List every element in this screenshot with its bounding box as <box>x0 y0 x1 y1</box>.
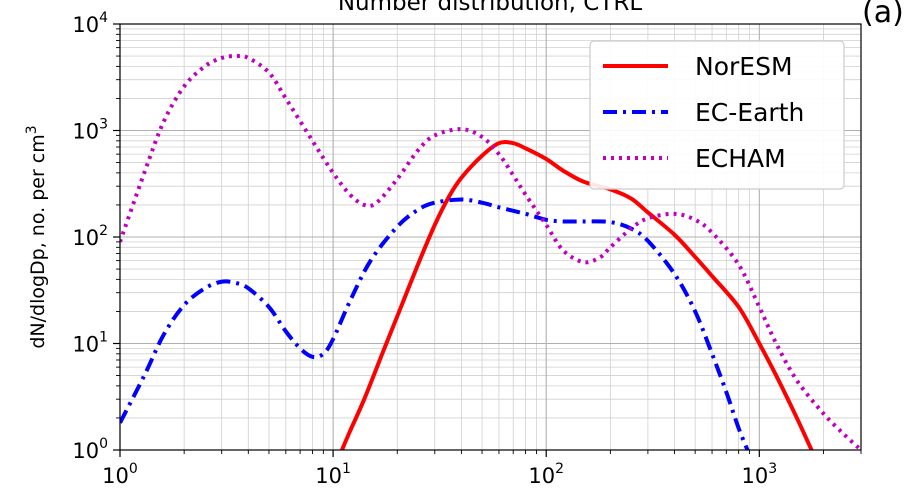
series-line-noresm <box>340 140 814 450</box>
y-tick-label: 101 <box>72 330 108 357</box>
y-tick-base: 10 <box>72 13 99 37</box>
panel-label: (a) <box>862 0 904 30</box>
y-tick-base: 10 <box>72 333 99 357</box>
y-tick-base: 10 <box>72 226 99 250</box>
x-tick-exponent: 0 <box>129 461 138 477</box>
x-tick-base: 10 <box>741 464 768 488</box>
legend: NorESM EC-Earth ECHAM <box>589 40 845 190</box>
x-tick-base: 10 <box>528 464 555 488</box>
x-tick-base: 10 <box>102 464 129 488</box>
x-tick-exponent: 3 <box>768 461 777 477</box>
x-tick-base: 10 <box>315 464 342 488</box>
y-tick-label: 104 <box>72 10 108 37</box>
x-tick-exponent: 1 <box>342 461 351 477</box>
y-tick-exponent: 1 <box>99 330 108 346</box>
y-tick-label: 102 <box>72 223 108 250</box>
y-tick-exponent: 3 <box>99 117 108 133</box>
series-layer <box>120 53 861 450</box>
y-axis-label-superscript: 3 <box>24 125 40 134</box>
y-tick-base: 10 <box>72 120 99 144</box>
y-axis-label-main: dN/dlogDp, no. per cm <box>27 134 49 348</box>
x-tick-exponent: 2 <box>555 461 564 477</box>
y-tick-exponent: 4 <box>99 10 108 26</box>
ticks-layer <box>113 23 862 457</box>
y-tick-label: 100 <box>72 436 108 463</box>
x-tick-label: 101 <box>315 461 351 488</box>
y-tick-exponent: 0 <box>99 436 108 452</box>
legend-label-echam: ECHAM <box>695 144 786 173</box>
legend-label-ec-earth: EC-Earth <box>695 98 804 127</box>
y-tick-base: 10 <box>72 439 99 463</box>
x-tick-label: 100 <box>102 461 138 488</box>
x-tick-labels: 100 101 102 103 <box>102 461 777 488</box>
y-tick-exponent: 2 <box>99 223 108 239</box>
x-tick-label: 103 <box>741 461 777 488</box>
y-tick-label: 103 <box>72 117 108 144</box>
legend-box <box>589 40 845 190</box>
legend-label-noresm: NorESM <box>695 52 793 81</box>
y-axis-label: dN/dlogDp, no. per cm3 <box>24 125 49 348</box>
x-tick-label: 102 <box>528 461 564 488</box>
chart-title: Number distribution, CTRL <box>338 0 642 16</box>
